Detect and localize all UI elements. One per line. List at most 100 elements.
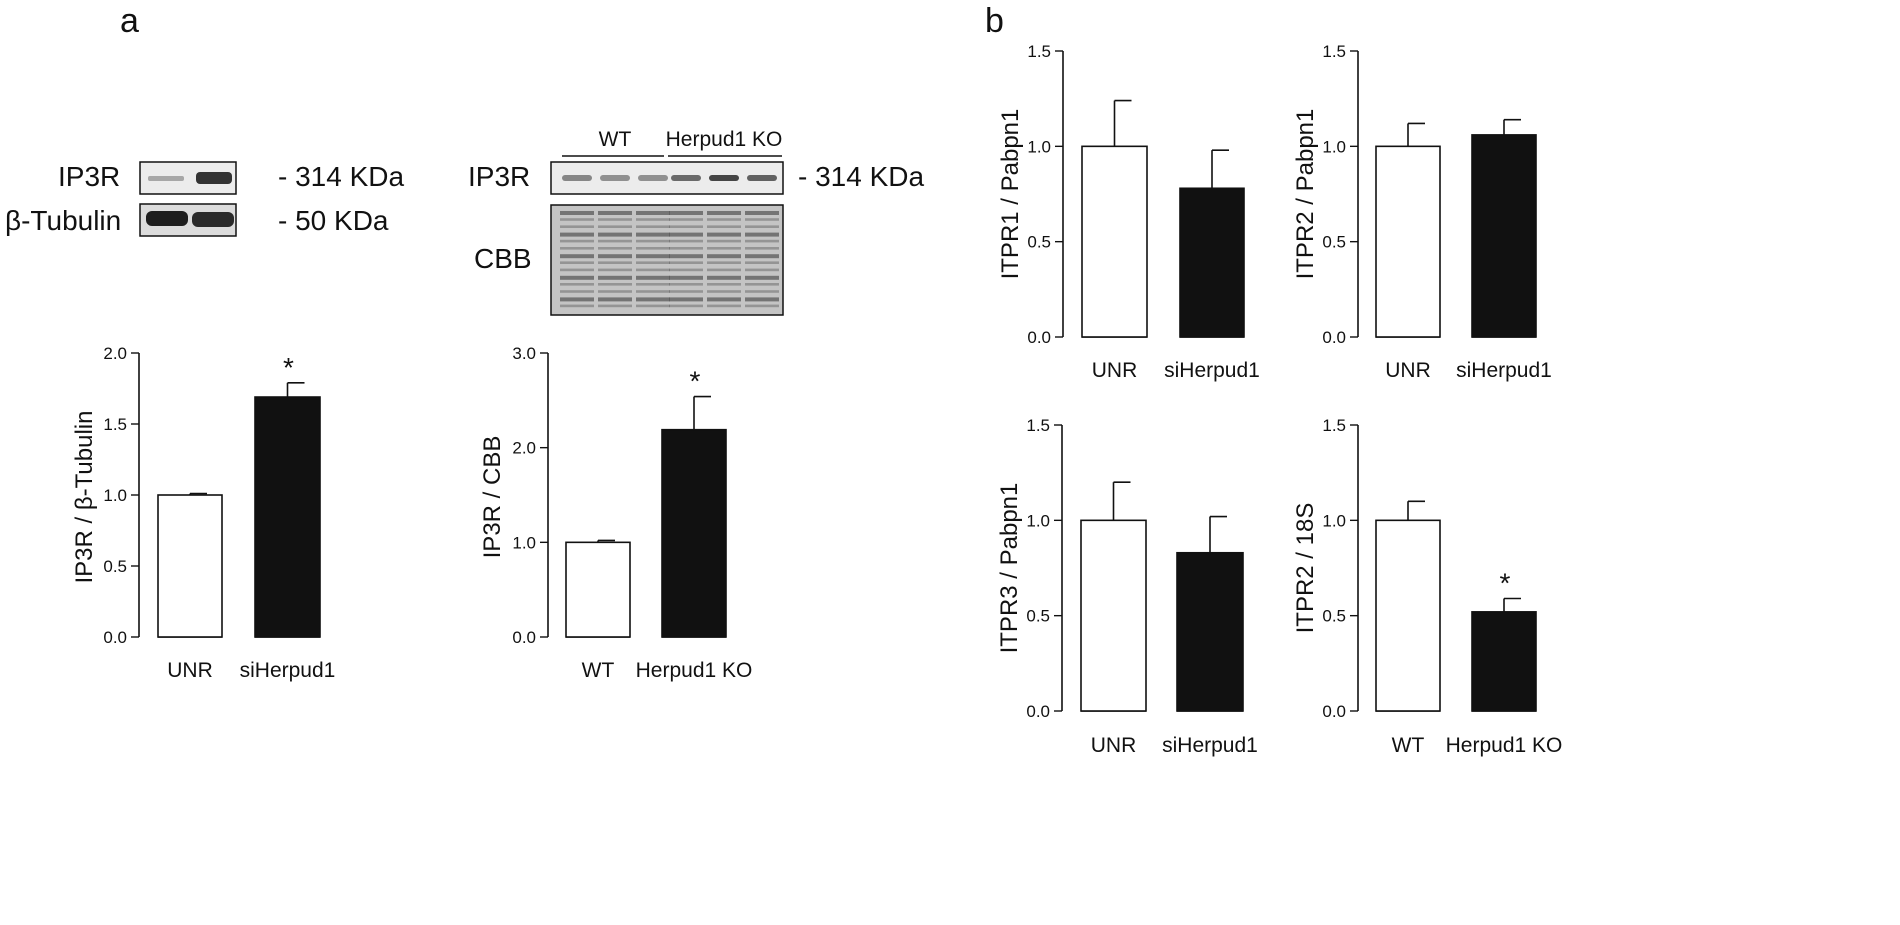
y-tick-label: 1.0 (103, 486, 127, 505)
blot-left: IP3R β-Tubulin - 314 KDa - 50 KDa (5, 161, 404, 237)
blot-band (636, 232, 670, 237)
blot-right-size-label: - 314 KDa (798, 161, 924, 192)
blot-band (598, 261, 632, 264)
blot-band (745, 275, 779, 280)
category-label: siHerpud1 (1164, 359, 1260, 382)
blot-band (671, 175, 701, 181)
category-label: siHerpud1 (1456, 359, 1552, 382)
blot-band (707, 218, 741, 221)
blot-band (638, 175, 668, 181)
panel-letter-b: b (985, 2, 1004, 40)
bar (661, 428, 727, 638)
blot-right-cbb-strip (550, 204, 784, 316)
category-label: UNR (1091, 734, 1137, 757)
chart-itpr2-pabpn1: 0.0 0.5 1.0 1.5 ITPR2 / Pabpn1 UNR siHerpud1 (1292, 42, 1552, 382)
blot-band (560, 275, 594, 280)
chart-itpr3-pabpn1: 0.0 0.5 1.0 1.5 ITPR3 / Pabpn1 UNR siHerpud1 (996, 416, 1258, 757)
blot-left-size-label: - 314 KDa (278, 161, 404, 192)
y-axis-label: ITPR2 / 18S (1292, 503, 1319, 634)
y-tick-label: 1.0 (1322, 137, 1346, 156)
blot-band (747, 175, 777, 181)
significance-marker: * (1500, 568, 1511, 599)
blot-band (600, 175, 630, 181)
blot-band (598, 290, 632, 293)
blot-band (560, 297, 594, 302)
blot-band (560, 290, 594, 293)
blot-band (636, 211, 670, 215)
blot-band (707, 290, 741, 293)
blot-band (636, 261, 670, 264)
significance-marker: * (283, 352, 294, 383)
category-label: siHerpud1 (1162, 734, 1258, 757)
blot-band (707, 254, 741, 259)
chart-itpr2-18s: 0.0 0.5 1.0 1.5 ITPR2 / 18S WT * Herpud1 KO (1292, 416, 1562, 757)
y-tick-label: 1.0 (1027, 137, 1051, 156)
blot-band (745, 218, 779, 221)
y-tick-label: 1.0 (1026, 511, 1050, 530)
blot-band (669, 261, 703, 264)
y-tick-label: 0.0 (1322, 702, 1346, 721)
blot-band (669, 239, 703, 243)
category-label: Herpud1 KO (636, 659, 753, 682)
blot-band (669, 268, 703, 272)
bar (1471, 611, 1537, 712)
blot-band (560, 232, 594, 237)
blot-band (636, 297, 670, 302)
y-tick-label: 0.0 (1026, 702, 1050, 721)
y-axis-label: ITPR3 / Pabpn1 (996, 483, 1023, 654)
blot-left-size-label: - 50 KDa (278, 205, 389, 236)
bar (1081, 145, 1148, 338)
blot-band (560, 247, 594, 250)
blot-band (598, 247, 632, 250)
blot-band (707, 297, 741, 302)
blot-band (669, 247, 703, 250)
y-tick-label: 0.5 (1026, 607, 1050, 626)
blot-band (707, 247, 741, 250)
bar (1375, 519, 1441, 712)
blot-band (707, 283, 741, 286)
blot-band (196, 172, 232, 184)
blot-band (745, 247, 779, 250)
blot-band (669, 297, 703, 302)
blot-band (707, 268, 741, 272)
bar (565, 541, 631, 638)
blot-left-protein-label: IP3R (58, 161, 120, 192)
blot-band (745, 232, 779, 237)
blot-band (669, 304, 703, 308)
y-tick-label: 1.0 (1322, 511, 1346, 530)
blot-band (598, 218, 632, 221)
blot-band (560, 304, 594, 308)
blot-band (707, 261, 741, 264)
y-tick-label: 0.5 (1322, 233, 1346, 252)
bar (1471, 134, 1537, 338)
blot-band (148, 176, 184, 181)
blot-band (669, 290, 703, 293)
blot-right-protein-label: CBB (474, 243, 532, 274)
blot-band (669, 283, 703, 286)
blot-band (598, 304, 632, 308)
blot-band (598, 275, 632, 280)
category-label: Herpud1 KO (1446, 734, 1563, 757)
blot-band (598, 268, 632, 272)
blot-band (707, 232, 741, 237)
blot-band (707, 239, 741, 243)
blot-band (745, 283, 779, 286)
blot-band (707, 225, 741, 228)
bar (254, 396, 321, 638)
blot-band (745, 225, 779, 228)
blot-band (707, 211, 741, 215)
blot-band (598, 239, 632, 243)
blot-band (745, 297, 779, 302)
bar (1179, 187, 1245, 338)
blot-band (636, 239, 670, 243)
bar (1375, 145, 1441, 338)
chart-ip3r-tubulin: 0.0 0.5 1.0 1.5 2.0 IP3R / β-Tubulin UNR * siHer… (71, 344, 335, 682)
blot-band (745, 239, 779, 243)
y-axis-label: IP3R / CBB (479, 436, 506, 559)
blot-band (146, 211, 188, 226)
blot-band (745, 261, 779, 264)
bar (1080, 519, 1147, 712)
category-label: WT (582, 659, 615, 682)
blot-band (669, 232, 703, 237)
blot-band (636, 247, 670, 250)
